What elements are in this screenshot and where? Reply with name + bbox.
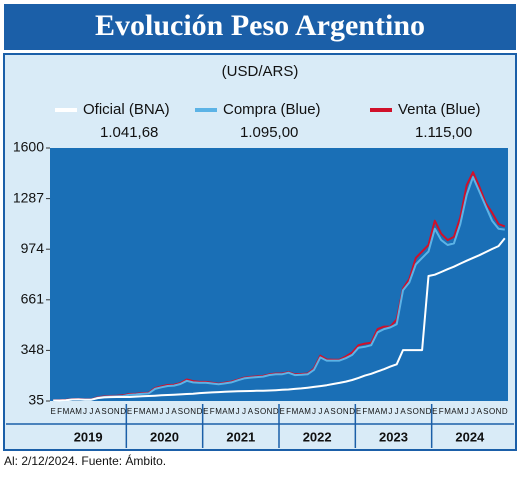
x-tick-label: M	[292, 407, 299, 416]
x-tick-label: A	[299, 407, 305, 416]
x-tick-label: D	[273, 407, 279, 416]
x-tick-label: A	[70, 407, 76, 416]
legend-label: Venta (Blue)	[398, 101, 481, 118]
y-tick-label: 974	[21, 240, 45, 256]
subtitle: (USD/ARS)	[222, 63, 299, 80]
x-tick-label: M	[63, 407, 70, 416]
x-tick-label: A	[146, 407, 152, 416]
x-tick-label: E	[356, 407, 361, 416]
x-tick-label: O	[107, 407, 113, 416]
x-tick-label: E	[280, 407, 285, 416]
legend-value: 1.041,68	[100, 124, 158, 141]
x-tick-label: E	[203, 407, 208, 416]
x-tick-label: O	[184, 407, 190, 416]
x-tick-label: N	[419, 407, 425, 416]
x-tick-label: F	[57, 407, 62, 416]
x-tick-label: F	[362, 407, 367, 416]
year-label: 2019	[74, 429, 103, 444]
x-tick-label: A	[400, 407, 406, 416]
chart-title: Evolución Peso Argentino	[95, 9, 425, 42]
x-tick-label: J	[236, 407, 240, 416]
y-tick-label: 1287	[13, 189, 44, 205]
year-label: 2020	[150, 429, 179, 444]
x-tick-label: J	[318, 407, 322, 416]
x-tick-label: J	[242, 407, 246, 416]
x-tick-label: D	[426, 407, 432, 416]
x-tick-label: E	[432, 407, 437, 416]
x-tick-label: D	[120, 407, 126, 416]
x-tick-label: S	[254, 407, 259, 416]
x-tick-label: D	[349, 407, 355, 416]
x-tick-label: S	[330, 407, 335, 416]
x-tick-label: N	[343, 407, 349, 416]
x-tick-label: M	[457, 407, 464, 416]
x-tick-label: J	[395, 407, 399, 416]
series-line	[53, 176, 505, 402]
x-tick-label: O	[489, 407, 495, 416]
y-tick-label: 35	[28, 392, 44, 408]
x-tick-label: O	[413, 407, 419, 416]
header-bar	[4, 4, 516, 50]
x-tick-label: A	[222, 407, 228, 416]
x-tick-label: A	[324, 407, 330, 416]
x-tick-label: E	[51, 407, 56, 416]
x-tick-label: A	[477, 407, 483, 416]
x-tick-label: J	[83, 407, 87, 416]
x-tick-label: J	[89, 407, 93, 416]
x-tick-label: M	[215, 407, 222, 416]
year-label: 2022	[303, 429, 332, 444]
x-tick-label: O	[260, 407, 266, 416]
x-tick-label: M	[228, 407, 235, 416]
legend-value: 1.095,00	[240, 124, 298, 141]
x-tick-label: M	[381, 407, 388, 416]
x-tick-label: J	[166, 407, 170, 416]
x-tick-label: S	[483, 407, 488, 416]
x-tick-label: F	[133, 407, 138, 416]
x-tick-label: J	[471, 407, 475, 416]
x-tick-label: J	[388, 407, 392, 416]
x-tick-label: M	[444, 407, 451, 416]
x-tick-label: S	[178, 407, 183, 416]
x-tick-label: F	[439, 407, 444, 416]
plot-area	[50, 148, 508, 401]
y-tick-label: 1600	[13, 139, 44, 155]
x-tick-label: N	[496, 407, 502, 416]
series-line	[53, 237, 506, 402]
x-tick-label: M	[368, 407, 375, 416]
x-tick-label: A	[248, 407, 254, 416]
x-tick-label: N	[114, 407, 120, 416]
x-tick-label: A	[375, 407, 381, 416]
x-tick-label: J	[312, 407, 316, 416]
x-tick-label: O	[336, 407, 342, 416]
legend-label: Oficial (BNA)	[83, 101, 170, 118]
x-tick-label: S	[407, 407, 412, 416]
x-tick-label: M	[304, 407, 311, 416]
x-tick-label: A	[95, 407, 101, 416]
legend-label: Compra (Blue)	[223, 101, 321, 118]
legend-value: 1.115,00	[415, 124, 472, 141]
x-tick-label: F	[286, 407, 291, 416]
year-label: 2023	[379, 429, 408, 444]
x-tick-label: F	[210, 407, 215, 416]
x-tick-label: A	[451, 407, 457, 416]
x-tick-label: S	[101, 407, 106, 416]
x-tick-label: M	[75, 407, 82, 416]
x-tick-label: J	[465, 407, 469, 416]
footer: Al: 2/12/2024. Fuente: Ámbito.	[4, 453, 166, 468]
x-tick-label: N	[267, 407, 273, 416]
y-tick-label: 348	[21, 341, 45, 357]
x-tick-label: M	[152, 407, 159, 416]
year-label: 2021	[226, 429, 255, 444]
x-tick-label: N	[190, 407, 196, 416]
y-tick-label: 661	[21, 291, 45, 307]
x-tick-label: E	[127, 407, 132, 416]
x-tick-label: J	[159, 407, 163, 416]
x-tick-label: D	[502, 407, 508, 416]
year-label: 2024	[455, 429, 485, 444]
x-tick-label: M	[139, 407, 146, 416]
x-tick-label: A	[171, 407, 177, 416]
x-tick-label: D	[197, 407, 203, 416]
